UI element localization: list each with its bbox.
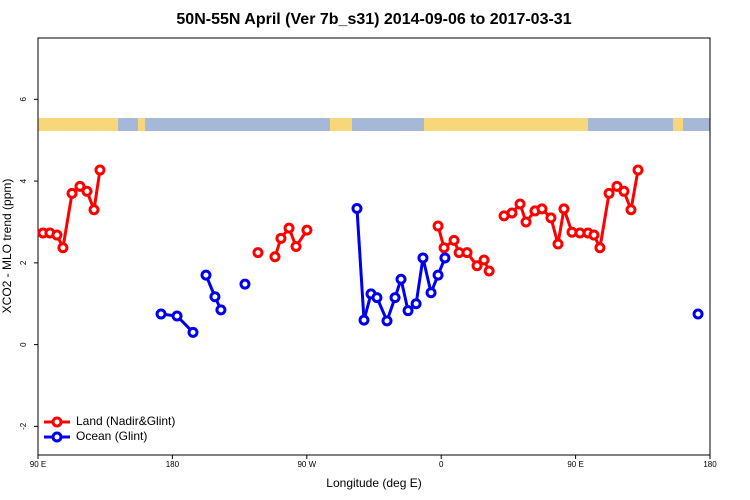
point: [57, 242, 69, 254]
point: [552, 238, 564, 250]
point: [358, 314, 370, 326]
chart-title: 50N-55N April (Ver 7b_s31) 2014-09-06 to…: [176, 11, 571, 28]
plot-frame: [37, 37, 711, 456]
point: [417, 252, 429, 264]
point: [520, 216, 532, 228]
point: [155, 308, 167, 320]
x-tick-label: 0: [439, 460, 444, 469]
point: [439, 252, 451, 264]
point: [269, 251, 281, 263]
point: [252, 247, 264, 259]
series-line: [161, 208, 698, 332]
y-tick-label: 4: [19, 178, 28, 183]
point: [187, 326, 199, 338]
point: [283, 222, 295, 234]
map-strip: [38, 118, 710, 131]
point: [402, 305, 414, 317]
point: [94, 164, 106, 176]
point: [81, 185, 93, 197]
point: [209, 291, 221, 303]
point: [301, 224, 313, 236]
point: [51, 229, 63, 241]
point: [351, 202, 363, 214]
point: [478, 254, 490, 266]
point: [625, 204, 637, 216]
point: [483, 265, 495, 277]
x-axis-label: Longitude (deg E): [326, 476, 421, 490]
y-tick-label: 0: [19, 342, 28, 347]
point: [200, 269, 212, 281]
point: [66, 187, 78, 199]
legend-marker: [51, 416, 63, 428]
point: [290, 241, 302, 252]
x-tick-label: 180: [703, 460, 717, 469]
point: [514, 198, 526, 210]
legend-label: Land (Nadir&Glint): [76, 414, 175, 428]
point: [395, 273, 407, 285]
legend-marker: [51, 431, 63, 443]
point: [594, 242, 606, 254]
point: [545, 212, 557, 224]
x-tick-label: 180: [166, 460, 180, 469]
point: [611, 180, 623, 192]
point: [275, 232, 287, 244]
y-tick-label: 2: [19, 260, 28, 265]
x-tick-label: 90 W: [297, 460, 316, 469]
point: [171, 310, 183, 322]
point: [381, 315, 393, 327]
point: [425, 287, 437, 299]
point: [558, 203, 570, 215]
point: [632, 164, 644, 176]
point: [506, 207, 518, 219]
y-tick-label: 6: [19, 97, 28, 102]
point: [389, 292, 401, 304]
point: [438, 242, 450, 254]
x-tick-label: 90 E: [567, 460, 583, 469]
y-tick-label: -2: [19, 422, 28, 430]
point: [88, 204, 100, 216]
point: [74, 180, 86, 192]
point: [618, 185, 630, 197]
point: [432, 269, 444, 281]
point: [536, 203, 548, 215]
point: [215, 304, 227, 316]
point: [371, 292, 383, 304]
point: [603, 187, 615, 199]
point: [588, 229, 600, 241]
y-axis-label: XCO2 - MLO trend (ppm): [0, 179, 14, 314]
point: [471, 260, 483, 272]
x-tick-label: 90 E: [30, 460, 46, 469]
point: [448, 234, 460, 246]
point: [432, 220, 444, 232]
point: [692, 308, 704, 320]
point: [461, 247, 473, 259]
legend-label: Ocean (Glint): [76, 429, 147, 443]
point: [239, 278, 251, 290]
point: [410, 298, 422, 310]
